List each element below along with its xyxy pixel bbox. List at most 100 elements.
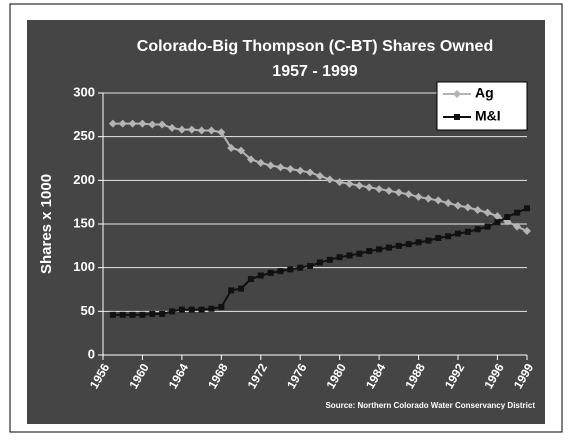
y-tick-label: 150 bbox=[73, 215, 95, 230]
legend-label: M&I bbox=[475, 108, 501, 124]
point bbox=[306, 168, 315, 177]
point bbox=[247, 276, 254, 283]
point bbox=[197, 126, 206, 135]
point bbox=[434, 196, 443, 205]
point bbox=[494, 219, 501, 226]
point bbox=[514, 209, 521, 216]
chart-subtitle: 1957 - 1999 bbox=[272, 63, 358, 80]
point bbox=[257, 272, 264, 279]
point bbox=[188, 306, 195, 313]
point bbox=[198, 306, 205, 313]
point bbox=[435, 234, 442, 241]
point bbox=[335, 178, 344, 187]
point bbox=[425, 237, 432, 244]
point bbox=[483, 208, 492, 217]
point bbox=[336, 254, 343, 261]
point bbox=[168, 123, 177, 132]
point bbox=[207, 126, 216, 135]
point bbox=[463, 203, 472, 212]
point bbox=[345, 179, 354, 188]
point bbox=[267, 269, 274, 276]
point bbox=[464, 228, 471, 235]
point bbox=[405, 241, 412, 248]
point bbox=[266, 161, 275, 170]
panel bbox=[27, 20, 545, 424]
point bbox=[415, 239, 422, 246]
point bbox=[484, 223, 491, 230]
point bbox=[228, 287, 235, 294]
point bbox=[355, 181, 364, 190]
point bbox=[307, 262, 314, 269]
point bbox=[128, 119, 137, 128]
point bbox=[445, 233, 452, 240]
y-tick-label: 250 bbox=[73, 128, 95, 143]
y-axis-label: Shares x 1000 bbox=[38, 174, 55, 274]
point bbox=[256, 158, 265, 167]
point bbox=[444, 199, 453, 208]
point bbox=[276, 163, 285, 172]
point bbox=[237, 146, 246, 155]
point bbox=[375, 185, 384, 194]
point bbox=[513, 222, 522, 231]
point bbox=[473, 206, 482, 215]
point bbox=[169, 308, 176, 315]
y-tick-label: 0 bbox=[88, 346, 95, 361]
point bbox=[404, 190, 413, 199]
point bbox=[424, 194, 433, 203]
point bbox=[326, 256, 333, 263]
point bbox=[227, 144, 236, 153]
point bbox=[286, 164, 295, 173]
point bbox=[218, 303, 225, 310]
point bbox=[129, 311, 136, 318]
point bbox=[376, 246, 383, 253]
point bbox=[187, 125, 196, 134]
point bbox=[325, 175, 334, 184]
point bbox=[118, 119, 127, 128]
point bbox=[238, 285, 245, 292]
point bbox=[385, 244, 392, 251]
point bbox=[356, 250, 363, 257]
point bbox=[523, 226, 531, 235]
point bbox=[366, 248, 373, 255]
chart-title: Colorado-Big Thompson (C-BT) Shares Owne… bbox=[137, 38, 493, 55]
legend-box bbox=[436, 81, 528, 131]
point bbox=[365, 183, 374, 192]
y-tick-label: 300 bbox=[73, 84, 95, 99]
point bbox=[493, 212, 502, 221]
point bbox=[414, 192, 423, 201]
point bbox=[208, 305, 215, 312]
point bbox=[453, 201, 462, 210]
point bbox=[524, 205, 530, 212]
point bbox=[109, 311, 116, 318]
source-note: Source: Northern Colorado Water Conserva… bbox=[325, 401, 535, 410]
point bbox=[148, 120, 157, 129]
point bbox=[158, 120, 167, 129]
point bbox=[454, 230, 461, 237]
point bbox=[178, 306, 185, 313]
point bbox=[287, 266, 294, 273]
point bbox=[504, 214, 511, 221]
point bbox=[346, 252, 353, 259]
point bbox=[384, 186, 393, 195]
point bbox=[297, 264, 304, 271]
point bbox=[395, 242, 402, 249]
point bbox=[474, 226, 481, 233]
point bbox=[108, 119, 117, 128]
y-tick-label: 200 bbox=[73, 172, 95, 187]
point bbox=[277, 268, 284, 275]
point bbox=[296, 166, 305, 175]
point bbox=[177, 125, 186, 134]
legend-label: Ag bbox=[475, 85, 494, 101]
point bbox=[138, 119, 147, 128]
y-tick-label: 100 bbox=[73, 259, 95, 274]
point bbox=[315, 171, 324, 180]
point bbox=[149, 310, 156, 317]
point bbox=[246, 155, 255, 164]
legend-marker bbox=[454, 114, 460, 120]
point bbox=[217, 128, 226, 137]
legend-marker bbox=[453, 90, 461, 98]
point bbox=[316, 259, 323, 266]
point bbox=[394, 188, 403, 197]
y-tick-label: 50 bbox=[81, 303, 95, 318]
